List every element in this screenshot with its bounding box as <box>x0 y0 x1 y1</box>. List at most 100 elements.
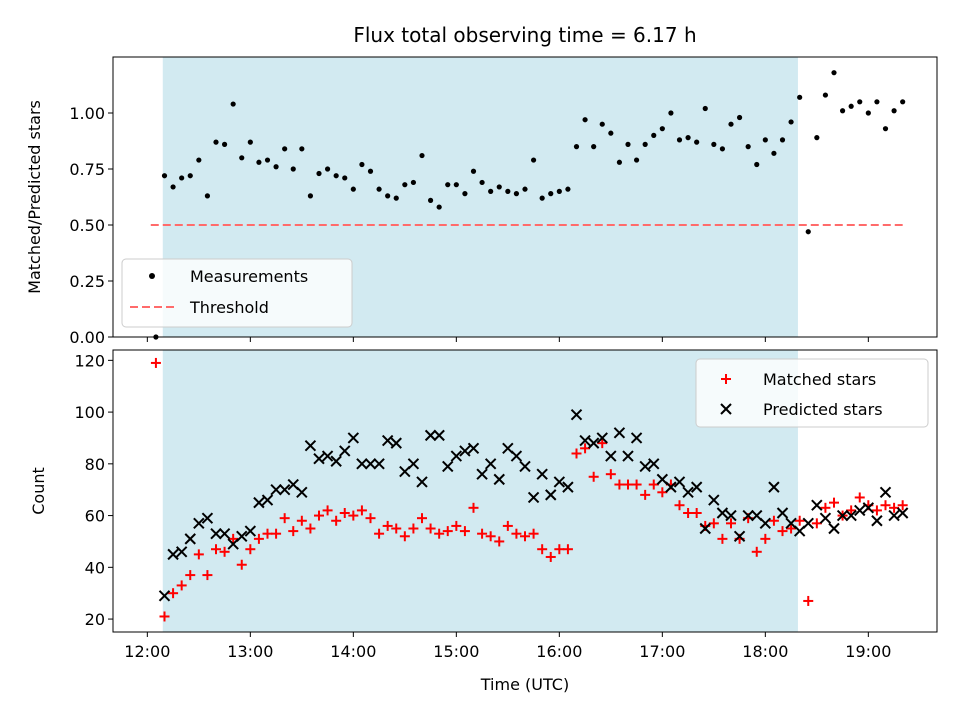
matched-star-point <box>468 502 479 513</box>
matched-star-point <box>520 531 530 542</box>
predicted-star-point <box>768 481 780 493</box>
measurement-point <box>839 108 846 114</box>
matched-star-point <box>374 528 385 539</box>
measurement-point <box>230 101 236 107</box>
predicted-star-point <box>836 509 849 522</box>
measurement-point <box>642 141 648 147</box>
y-tick-label: 20 <box>85 610 105 629</box>
predicted-star-point <box>313 452 325 465</box>
legend-matched-stars-marker <box>721 374 731 384</box>
matched-star-point <box>365 513 376 524</box>
predicted-star-point <box>364 458 377 470</box>
matched-star-point <box>640 489 651 500</box>
bottom-legend-box <box>695 358 929 428</box>
predicted-star-point <box>776 507 789 519</box>
predicted-star-point <box>373 458 385 470</box>
measurement-point <box>213 139 219 145</box>
bottom-series-layer <box>150 357 909 622</box>
matched-star-point <box>580 443 591 454</box>
matched-star-point <box>245 544 256 555</box>
measurement-point <box>591 144 597 150</box>
measurement-point <box>264 157 271 163</box>
matched-star-point <box>228 533 239 544</box>
matched-star-point <box>588 471 599 482</box>
measurement-point <box>754 161 760 168</box>
x-tick-label: 18:00 <box>742 642 788 661</box>
measurement-point <box>668 110 674 116</box>
predicted-star-point <box>356 458 368 470</box>
predicted-star-point <box>459 445 471 457</box>
measurement-point <box>539 195 545 201</box>
matched-star-point <box>726 518 736 529</box>
y-tick-label: 0.00 <box>69 328 105 347</box>
measurement-point <box>814 135 820 141</box>
matched-star-point <box>554 544 565 555</box>
matched-star-point <box>442 526 453 537</box>
matched-star-point <box>434 528 445 539</box>
bottom-y-axis-label: Count <box>29 467 48 515</box>
measurement-point <box>342 175 348 181</box>
matched-star-point <box>399 531 410 542</box>
matched-star-point <box>459 526 470 537</box>
predicted-star-point <box>733 530 746 542</box>
measurement-point <box>513 191 520 197</box>
predicted-star-point <box>622 450 634 462</box>
predicted-star-point <box>639 460 651 473</box>
measurement-point <box>427 197 434 203</box>
predicted-star-point <box>716 507 729 519</box>
matched-star-point <box>502 520 513 531</box>
predicted-star-point <box>184 533 196 545</box>
measurement-point <box>522 186 528 192</box>
y-tick-label: 100 <box>74 403 105 422</box>
matched-star-point <box>219 546 230 557</box>
top-legend-box <box>121 258 353 328</box>
top-axes-frame <box>112 56 938 338</box>
bottom-plot: 20 40 60 80 100 120 12:00 13:00 14:00 15:00 16:00… <box>29 349 938 694</box>
measurement-point <box>256 159 262 165</box>
predicted-star-point <box>725 509 737 522</box>
predicted-star-point <box>630 432 643 444</box>
x-tick-label: 13:00 <box>227 642 273 661</box>
measurement-point <box>324 166 331 172</box>
x-tick-label: 14:00 <box>330 642 376 661</box>
matched-star-point <box>803 595 814 606</box>
measurement-point <box>196 157 202 163</box>
predicted-star-point <box>613 427 626 439</box>
measurement-point <box>204 193 211 199</box>
measurement-point <box>573 144 580 150</box>
predicted-star-point <box>244 525 257 537</box>
y-tick-label: 40 <box>85 558 105 577</box>
matched-star-point <box>820 502 831 513</box>
bottom-y-ticks: 20 40 60 80 100 120 <box>74 351 113 629</box>
matched-star-point <box>193 549 204 560</box>
matched-star-point <box>597 438 608 449</box>
predicted-star-point <box>450 450 463 462</box>
matched-star-point <box>159 611 170 622</box>
measurement-point <box>350 186 356 192</box>
measurement-point <box>333 173 339 179</box>
matched-star-point <box>854 492 865 503</box>
predicted-star-point <box>261 494 274 506</box>
y-tick-label: 120 <box>74 351 105 370</box>
legend-predicted-stars-marker <box>720 403 732 415</box>
measurement-point <box>736 114 743 121</box>
matched-star-point <box>571 448 582 459</box>
measurement-point <box>865 110 871 116</box>
top-plot: 0.00 0.25 0.50 0.75 1.00 Matched/Predicted s… <box>25 56 938 347</box>
matched-star-point <box>511 528 522 539</box>
predicted-star-point <box>321 450 334 462</box>
matched-star-point <box>871 505 882 516</box>
measurement-point <box>711 141 717 147</box>
measurement-point <box>745 144 751 150</box>
y-tick-label: 60 <box>85 507 105 526</box>
measurement-point <box>247 139 253 145</box>
predicted-star-point <box>167 548 179 561</box>
measurement-point <box>831 70 837 76</box>
predicted-star-point <box>467 442 480 455</box>
measurement-point <box>170 184 176 190</box>
measurement-point <box>556 188 562 194</box>
measurement-point <box>625 141 631 147</box>
matched-star-point <box>751 546 762 557</box>
predicted-star-point <box>665 481 677 493</box>
matched-star-point <box>253 533 264 544</box>
